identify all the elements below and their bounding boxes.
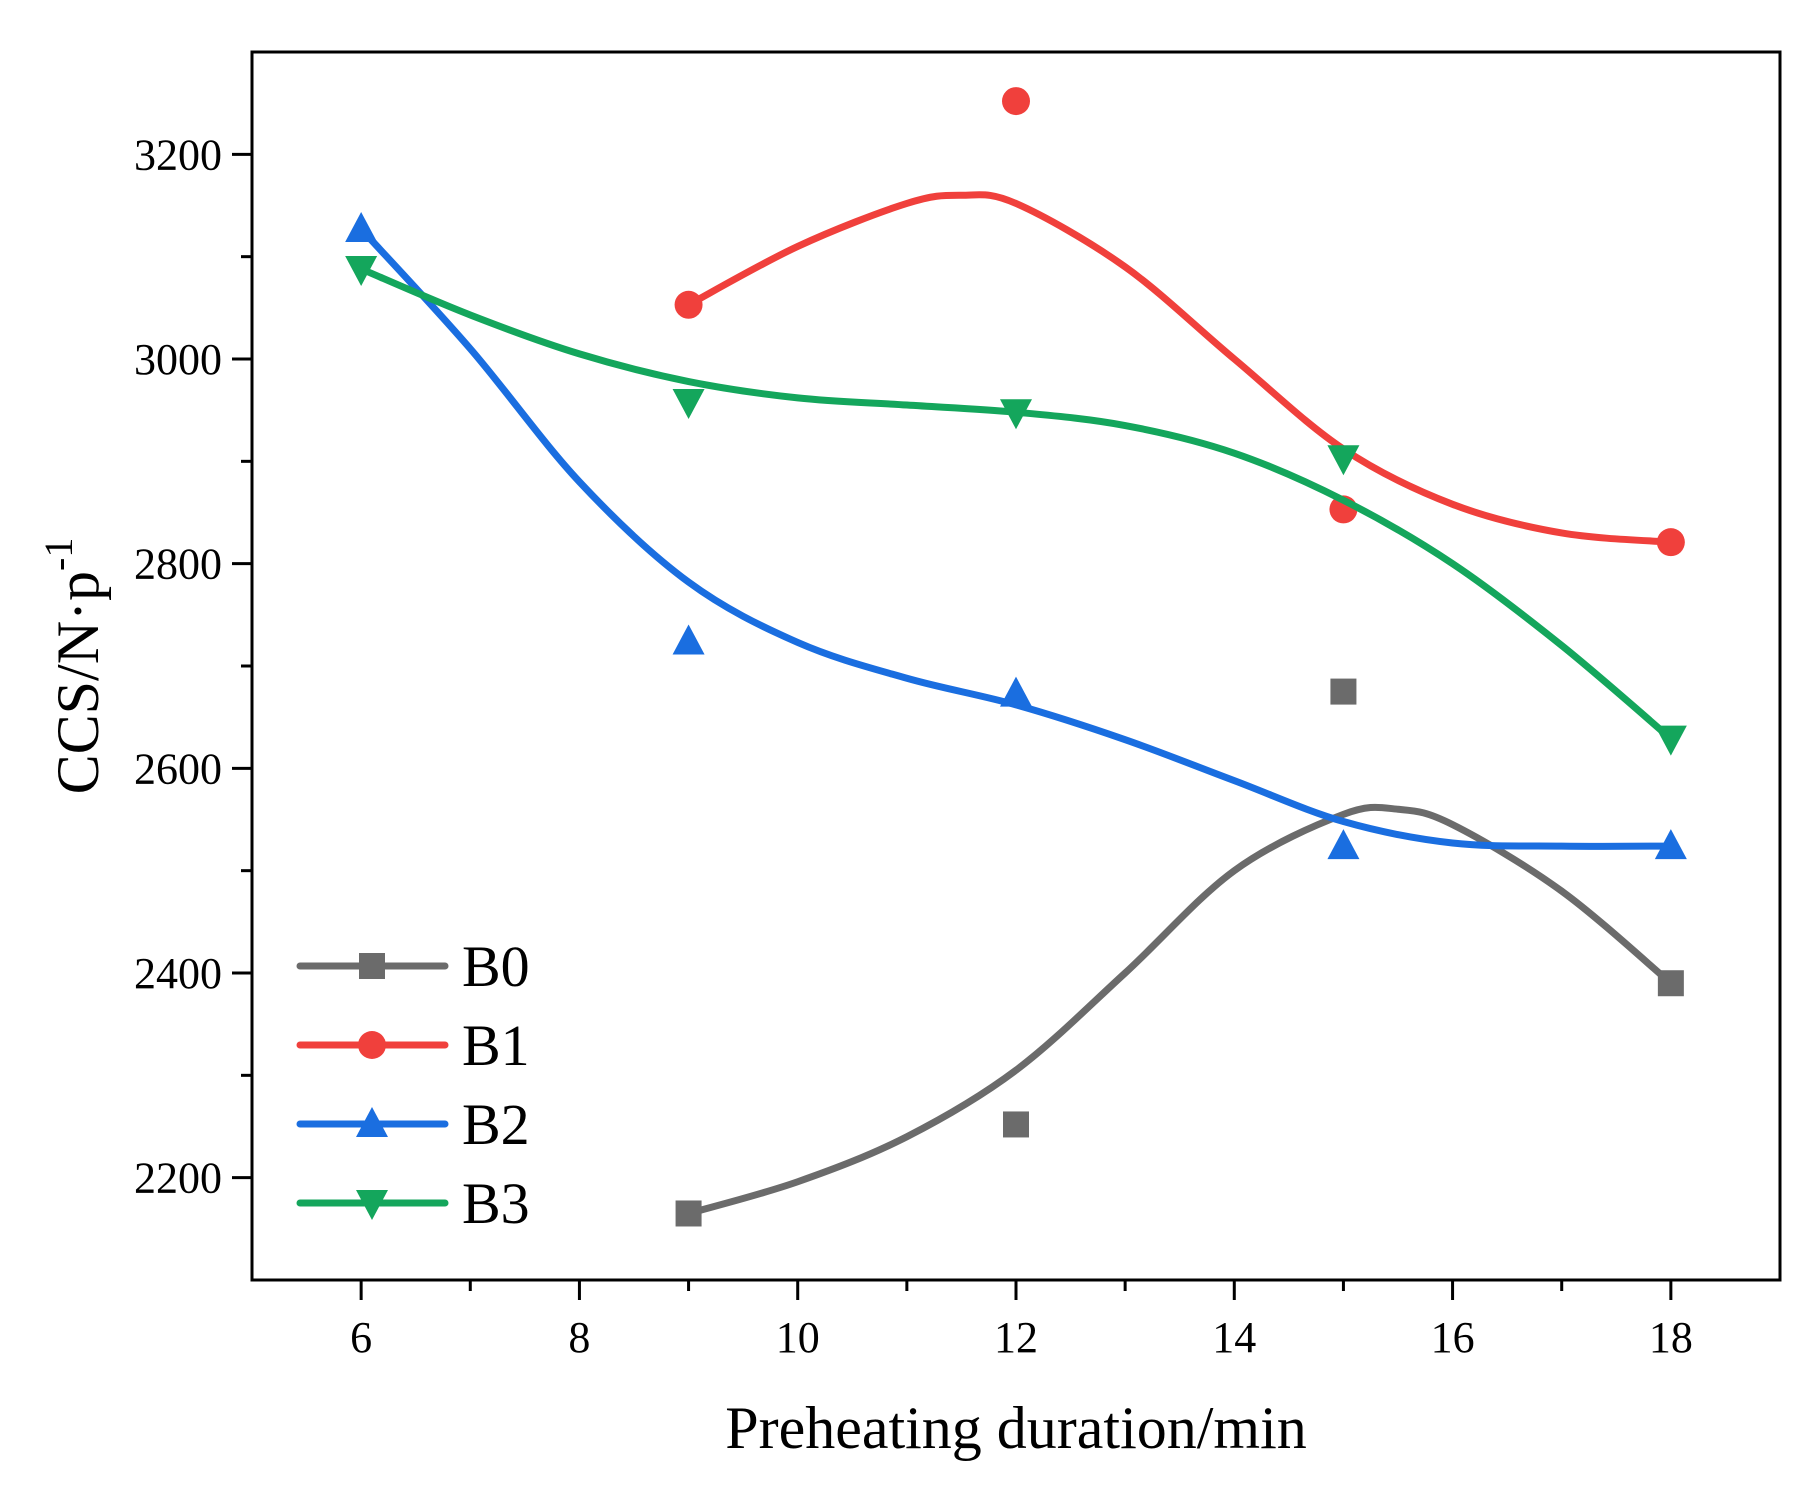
y-axis-title-main: CCS/N·p [45,571,111,794]
series-line-B3 [357,265,1675,743]
y-tick-label: 2400 [134,949,222,998]
data-point-B3 [672,388,705,419]
data-point-B3 [1327,445,1360,476]
data-point-B3 [1000,399,1032,430]
legend-label: B0 [462,934,530,999]
data-point-B1 [674,290,703,319]
data-point-B1 [1002,87,1030,116]
x-tick-label: 18 [1649,1313,1693,1362]
y-tick-label: 2800 [134,540,222,589]
legend-marker [358,1031,386,1059]
data-point-B3 [1654,725,1687,756]
legend-item-B1: B1 [296,1013,530,1078]
series-B1 [674,87,1685,557]
y-axis-title-sup: -1 [36,538,81,571]
series-line-B1 [685,191,1675,546]
y-tick-labels: 2200 2400 2600 2800 3000 3200 [134,130,222,1202]
legend-label: B3 [462,1171,530,1236]
data-point-B2 [1000,676,1032,707]
data-point-B1 [1656,528,1685,557]
legend: B0 B1 B2 B3 [296,934,530,1236]
y-tick-label: 3000 [134,335,222,384]
legend-item-B3: B3 [296,1171,530,1236]
data-point-B2 [672,624,705,655]
data-point-B2 [1327,829,1360,860]
x-tick-label: 16 [1431,1313,1475,1362]
series-line-B0 [685,803,1675,1217]
axis-ticks [232,152,1673,1300]
data-point-B0 [1657,970,1684,997]
data-point-B2 [345,212,378,243]
data-point-B0 [1003,1111,1029,1138]
x-tick-label: 14 [1212,1313,1256,1362]
legend-label: B1 [462,1013,530,1078]
x-tick-label: 12 [994,1313,1038,1362]
legend-label: B2 [462,1092,530,1157]
series-B2 [345,212,1687,860]
series-layer [345,87,1687,1227]
data-point-B3 [345,255,378,286]
legend-marker [359,953,385,979]
x-axis-title: Preheating duration/min [725,1395,1307,1461]
data-point-B2 [1654,829,1687,860]
legend-item-B2: B2 [296,1092,530,1157]
data-point-B0 [675,1200,702,1227]
y-tick-label: 3200 [134,130,222,179]
legend-marker [356,1107,388,1137]
y-tick-label: 2600 [134,744,222,793]
data-point-B0 [1330,678,1357,705]
y-tick-label: 2200 [134,1154,222,1203]
y-axis-title: CCS/N·p-1 [36,538,111,795]
series-line-B2 [357,225,1675,850]
series-B3 [345,255,1687,756]
legend-item-B0: B0 [296,934,530,999]
x-tick-label: 10 [776,1313,820,1362]
x-tick-labels: 6 8 10 12 14 16 18 [350,1313,1693,1362]
x-tick-label: 8 [568,1313,590,1362]
legend-marker [356,1190,388,1220]
x-tick-label: 6 [350,1313,372,1362]
